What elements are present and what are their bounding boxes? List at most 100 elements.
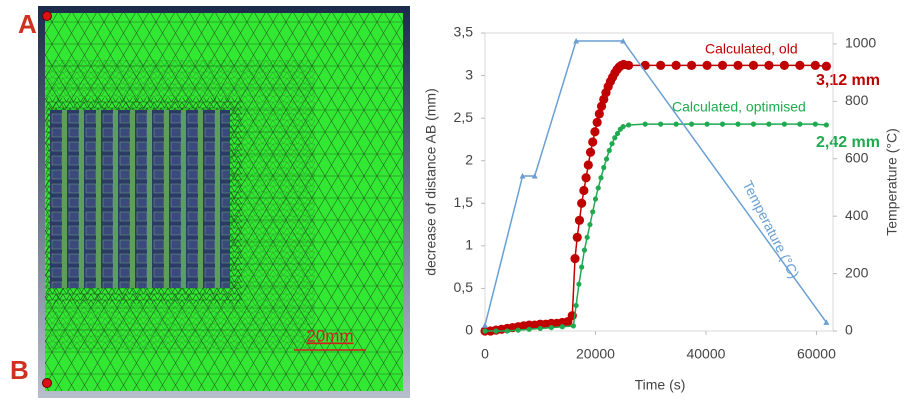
marker (704, 122, 709, 127)
marker (609, 141, 614, 146)
marker (718, 61, 727, 70)
page: {"mesh_image": {"point_a": "A", "point_b… (0, 0, 906, 401)
marker (493, 328, 498, 333)
marker (702, 61, 711, 70)
marker (585, 235, 590, 240)
marker (527, 327, 532, 332)
y-tick-label: 2,5 (454, 109, 474, 125)
mesh-image: A B 20mm (10, 6, 410, 398)
series-label: Temperature (°C) (740, 178, 803, 281)
marker (601, 165, 606, 170)
marker (658, 122, 663, 127)
marker (575, 216, 584, 225)
marker (764, 61, 773, 70)
y2-tick-label: 800 (845, 92, 869, 108)
y2-tick-label: 1000 (845, 35, 876, 51)
marker (596, 185, 601, 190)
marker (582, 248, 587, 253)
x-tick-label: 20000 (576, 346, 615, 362)
chart: Time (s) decrease of distance AB (mm) Te… (423, 24, 900, 393)
marker (516, 328, 521, 333)
marker (607, 148, 612, 153)
x-axis-title: Time (s) (635, 377, 686, 393)
marker (482, 322, 488, 328)
y-tick-label: 3 (465, 66, 473, 82)
marker (549, 325, 554, 330)
marker (735, 122, 740, 127)
marker (577, 199, 586, 208)
annotation: 3,12 mm (816, 72, 880, 89)
y2-axis-title: Temperature (°C) (884, 128, 900, 236)
marker (795, 61, 804, 70)
marker (579, 265, 584, 270)
marker (590, 209, 595, 214)
plot-frame (485, 33, 833, 331)
label-a: A (18, 9, 37, 39)
x-tick-label: 0 (481, 346, 489, 362)
y-tick-label: 3,5 (454, 24, 474, 40)
x-tick-label: 40000 (686, 346, 725, 362)
marker (620, 124, 625, 129)
marker (593, 196, 598, 201)
point-a (43, 12, 52, 21)
marker (579, 186, 588, 195)
marker (643, 122, 648, 127)
marker (573, 233, 582, 242)
marker (822, 62, 831, 71)
marker (612, 135, 617, 140)
scale-label: 20mm (306, 326, 353, 345)
marker (720, 122, 725, 127)
marker (588, 137, 597, 146)
marker (656, 61, 665, 70)
marker (590, 127, 599, 136)
marker (749, 61, 758, 70)
marker (574, 303, 579, 308)
marker (598, 175, 603, 180)
series-label: Calculated, old (705, 41, 798, 57)
marker (751, 122, 756, 127)
y2-tick-label: 400 (845, 207, 869, 223)
marker (604, 156, 609, 161)
series-label: Calculated, optimised (672, 99, 806, 115)
marker (504, 328, 509, 333)
y2-tick-label: 0 (845, 322, 853, 338)
y-tick-label: 2 (465, 151, 473, 167)
marker (560, 324, 565, 329)
marker (593, 118, 602, 127)
y-tick-label: 1 (465, 237, 473, 253)
y2-tick-label: 600 (845, 149, 869, 165)
marker (570, 254, 579, 263)
marker (587, 222, 592, 227)
marker (641, 61, 650, 70)
marker (581, 173, 590, 182)
marker (586, 148, 595, 157)
marker (766, 122, 771, 127)
marker (674, 122, 679, 127)
marker (780, 61, 789, 70)
point-b (43, 379, 52, 388)
marker (797, 122, 802, 127)
marker (811, 61, 820, 70)
winding-block (50, 110, 230, 288)
y-tick-label: 0,5 (454, 279, 474, 295)
marker (672, 61, 681, 70)
marker (576, 282, 581, 287)
marker (733, 61, 742, 70)
x-tick-label: 60000 (797, 346, 836, 362)
marker (824, 122, 829, 127)
marker (687, 61, 696, 70)
marker (624, 61, 633, 70)
y-axis-title: decrease of distance AB (mm) (423, 88, 439, 276)
series-line (485, 41, 826, 325)
label-b: B (10, 355, 29, 385)
marker (538, 326, 543, 331)
marker (782, 122, 787, 127)
y-tick-label: 0 (465, 322, 473, 338)
marker (482, 328, 487, 333)
figure: A B 20mm Time (s) decrease of distance A… (0, 0, 906, 401)
marker (689, 122, 694, 127)
marker (615, 131, 620, 136)
marker (571, 323, 576, 328)
y-tick-label: 1,5 (454, 194, 474, 210)
y2-tick-label: 200 (845, 264, 869, 280)
